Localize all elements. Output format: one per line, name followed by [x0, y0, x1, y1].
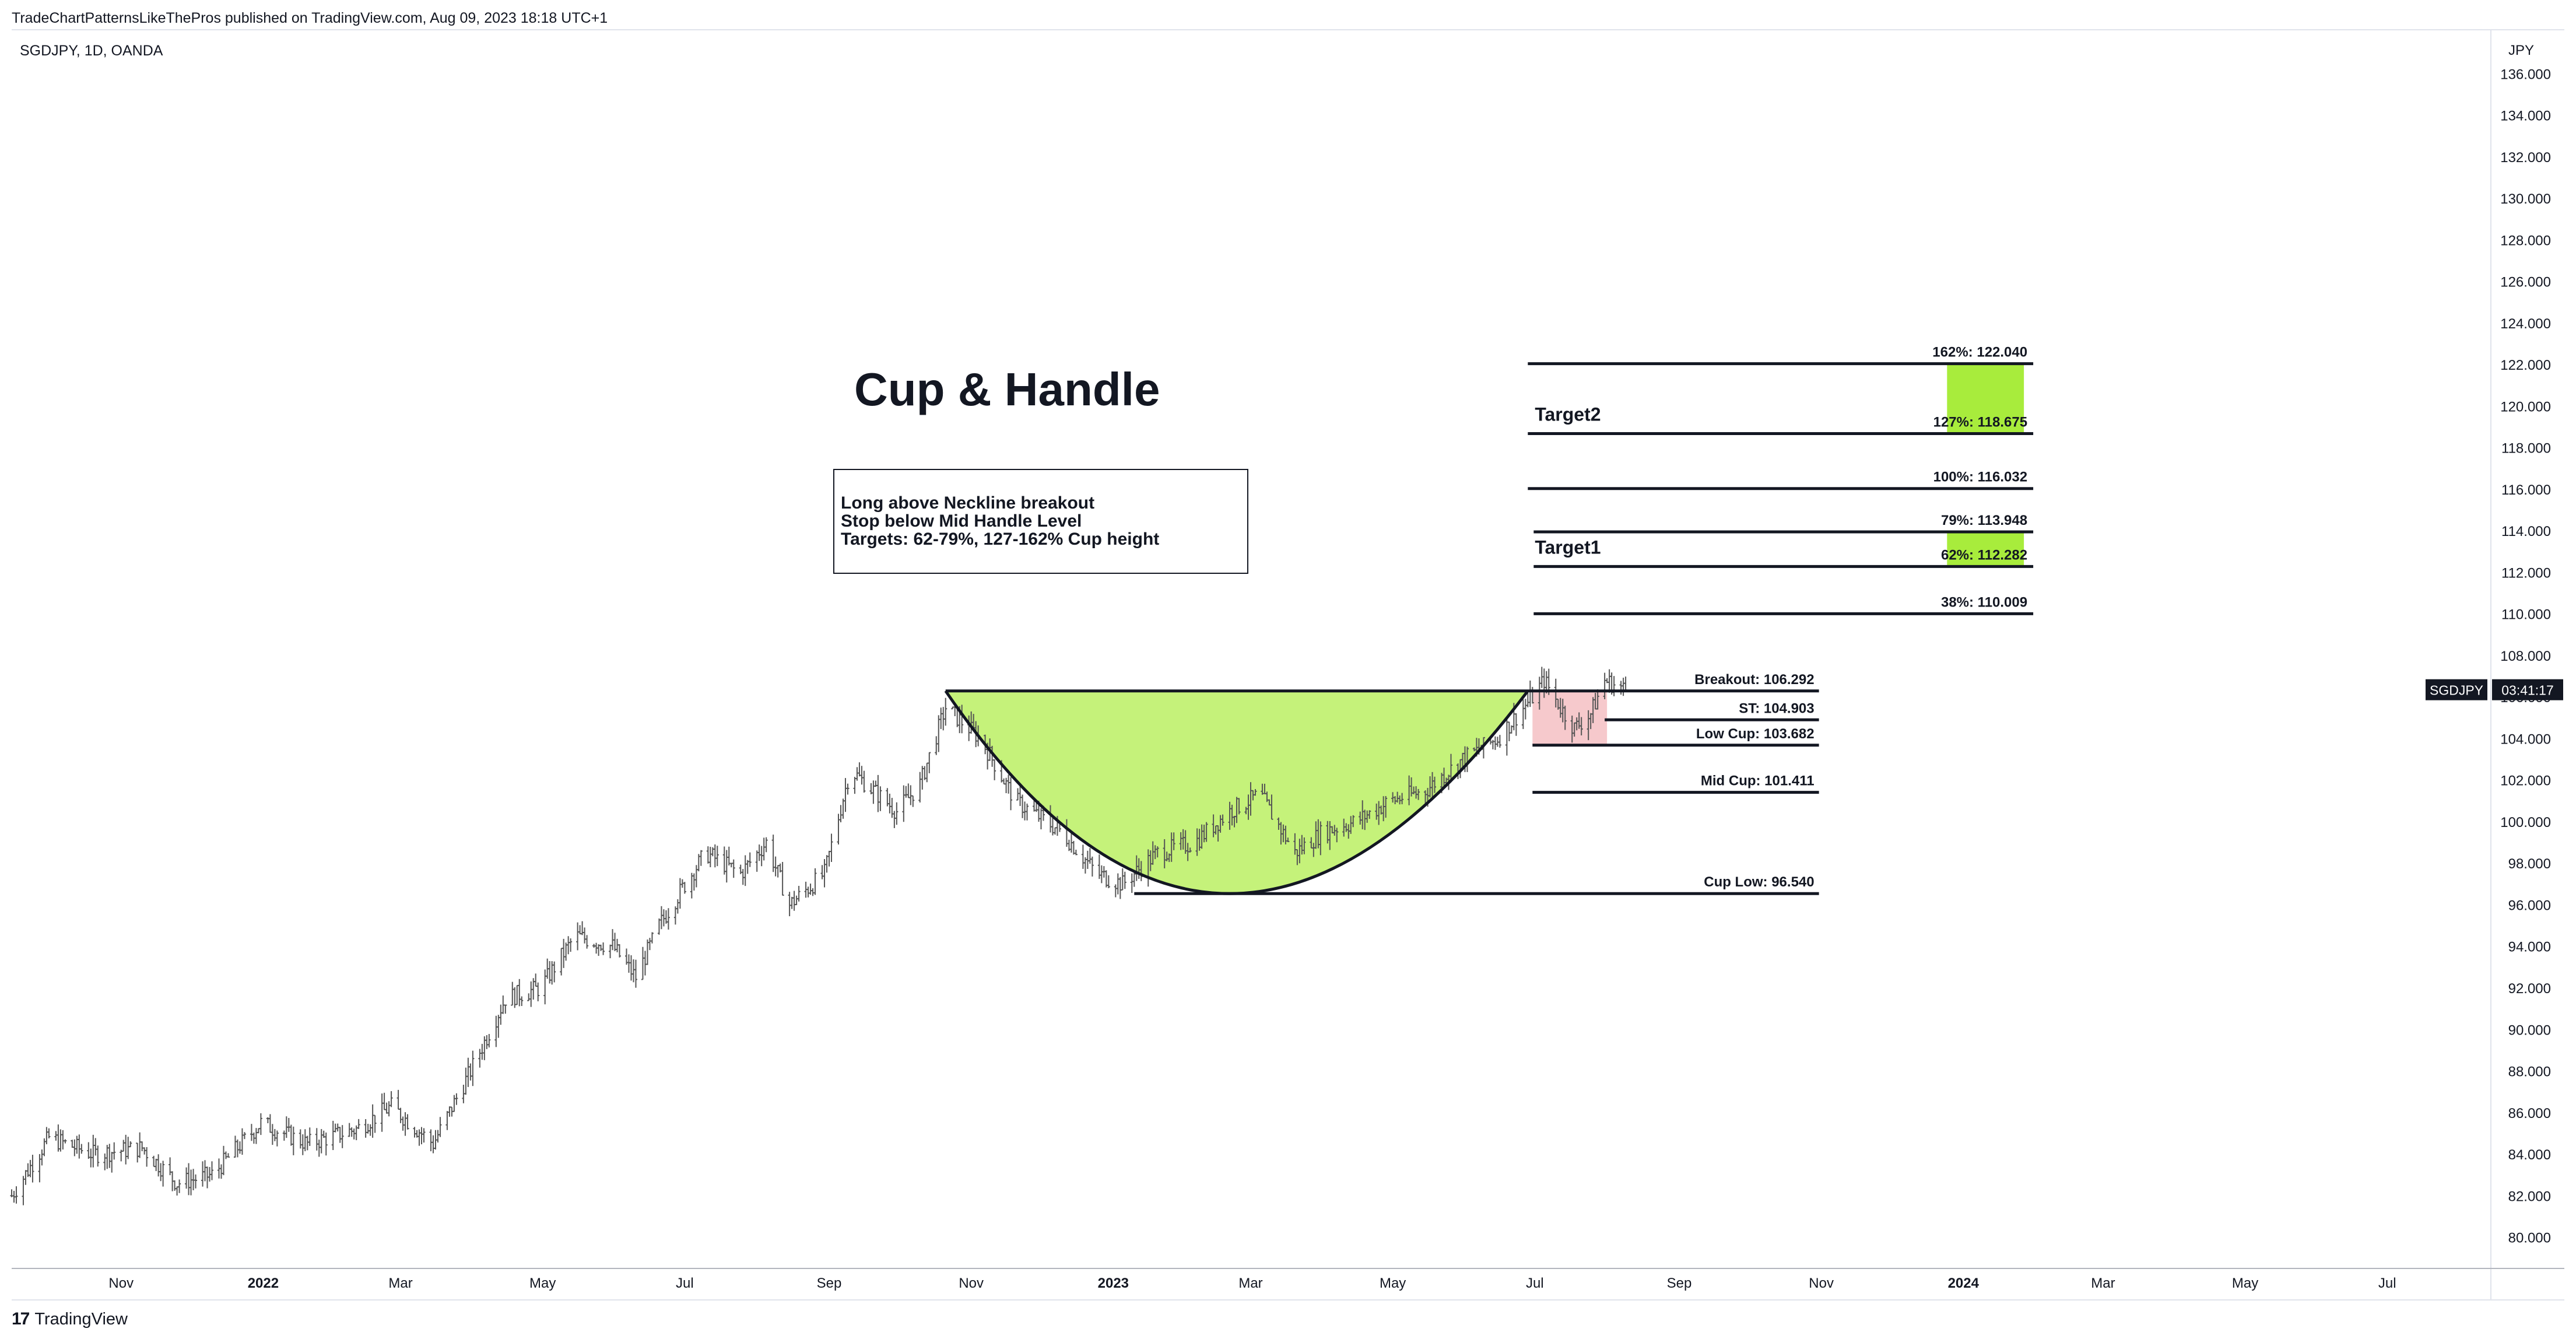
- level-label: Breakout: 106.292: [1694, 672, 1814, 688]
- y-tick-label: 128.000: [2500, 233, 2551, 248]
- y-tick-label: 82.000: [2508, 1189, 2551, 1204]
- x-tick-label: May: [2232, 1275, 2258, 1291]
- tradingview-logo-icon: 17: [12, 1309, 30, 1329]
- y-tick-label: 136.000: [2500, 66, 2551, 82]
- target-zone: [1947, 531, 2024, 567]
- level-label: Cup Low: 96.540: [1704, 874, 1814, 890]
- y-tick-label: 98.000: [2508, 856, 2551, 872]
- y-tick-label: 84.000: [2508, 1147, 2551, 1163]
- x-tick-label: 2024: [1948, 1275, 1980, 1291]
- y-tick-label: 132.000: [2500, 150, 2551, 166]
- level-lines: [944, 362, 2034, 895]
- y-tick-label: 124.000: [2500, 316, 2551, 332]
- y-tick-label: 130.000: [2500, 191, 2551, 207]
- y-tick-label: 110.000: [2501, 607, 2551, 623]
- top-divider: [12, 29, 2564, 30]
- x-tick-label: Mar: [1238, 1275, 1262, 1291]
- x-tick-label: Nov: [959, 1275, 984, 1291]
- price-badge-countdown-bg: [2492, 679, 2563, 700]
- y-tick-label: 90.000: [2508, 1022, 2551, 1038]
- y-tick-label: 88.000: [2508, 1064, 2551, 1080]
- fib-label: 62%: 112.282: [1941, 547, 2027, 563]
- level-labels: Breakout: 106.292 ST: 104.903 Low Cup: 103…: [1535, 345, 2027, 891]
- x-tick-label: Jul: [1526, 1275, 1544, 1291]
- notes-box: [833, 469, 1248, 574]
- y-tick-label: 102.000: [2500, 773, 2551, 789]
- x-tick-label: 2022: [248, 1275, 279, 1291]
- x-tick-label: Nov: [108, 1275, 134, 1291]
- currency-label: JPY: [2508, 43, 2535, 58]
- level-label: Mid Cup: 101.411: [1701, 773, 1815, 789]
- footer-brand[interactable]: 17 TradingView: [12, 1308, 128, 1331]
- x-tick-label: Jul: [676, 1275, 694, 1291]
- target-label: Target2: [1535, 404, 1601, 425]
- x-tick-label: Jul: [2378, 1275, 2396, 1291]
- fib-label: 162%: 122.040: [1932, 345, 2027, 360]
- y-tick-label: 80.000: [2508, 1231, 2551, 1246]
- x-tick-label: May: [529, 1275, 556, 1291]
- y-tick-label: 100.000: [2500, 815, 2551, 830]
- x-tick-label: Sep: [1667, 1275, 1692, 1291]
- y-tick-label: 104.000: [2500, 731, 2551, 747]
- y-tick-label: 114.000: [2501, 524, 2551, 539]
- target-label: Target1: [1535, 537, 1601, 558]
- x-tick-label: 2023: [1098, 1275, 1129, 1291]
- brand-label: TradingView: [34, 1310, 128, 1329]
- price-bars: [10, 667, 1627, 1205]
- annotations: Cup & Handle Long above Neckline breakout…: [833, 363, 1248, 574]
- price-badge-countdown: 03:41:17: [2501, 683, 2554, 698]
- x-tick-label: May: [1380, 1275, 1406, 1291]
- price-badge-symbol-bg: [2426, 679, 2487, 700]
- y-tick-label: 118.000: [2501, 441, 2551, 457]
- level-label: Low Cup: 103.682: [1696, 726, 1815, 742]
- y-tick-label: 120.000: [2500, 399, 2551, 415]
- cup-fill: [945, 690, 1528, 894]
- note-line: Long above Neckline breakout: [841, 493, 1094, 513]
- fib-label: 38%: 110.009: [1941, 594, 2027, 610]
- fib-label: 79%: 113.948: [1941, 513, 2027, 528]
- y-tick-label: 122.000: [2500, 357, 2551, 373]
- symbol-line: SGDJPY, 1D, OANDA: [20, 43, 163, 59]
- y-tick-label: 112.000: [2501, 565, 2551, 581]
- x-tick-label: Mar: [388, 1275, 412, 1291]
- y-tick-label: 92.000: [2508, 981, 2551, 997]
- y-tick-label: 108.000: [2500, 649, 2551, 664]
- note-line: Targets: 62-79%, 127-162% Cup height: [841, 530, 1159, 549]
- fib-label: 127%: 118.675: [1933, 415, 2027, 430]
- x-tick-label: Mar: [2091, 1275, 2115, 1291]
- target-zone: [1947, 363, 2024, 434]
- y-tick-label: 116.000: [2501, 482, 2551, 498]
- bottom-divider: [12, 1299, 2564, 1301]
- y-tick-label: 126.000: [2500, 275, 2551, 290]
- note-line: Stop below Mid Handle Level: [841, 511, 1082, 531]
- x-tick-label: Nov: [1809, 1275, 1834, 1291]
- y-tick-label: 86.000: [2508, 1106, 2551, 1121]
- price-badge-symbol: SGDJPY: [2430, 683, 2483, 698]
- y-tick-label: 96.000: [2508, 898, 2551, 913]
- y-tick-label: 94.000: [2508, 940, 2551, 955]
- cup-layer: [945, 690, 1528, 894]
- axes: 80.000 82.000 84.000 86.000 88.000 90.000 92.0…: [12, 30, 2564, 1299]
- chart-title: Cup & Handle: [854, 363, 1160, 415]
- x-tick-label: Sep: [817, 1275, 842, 1291]
- publish-info: TradeChartPatternsLikeThePros published …: [12, 10, 608, 26]
- level-label: ST: 104.903: [1739, 700, 1814, 716]
- y-tick-label: 134.000: [2500, 108, 2551, 124]
- fib-label: 100%: 116.032: [1933, 469, 2027, 485]
